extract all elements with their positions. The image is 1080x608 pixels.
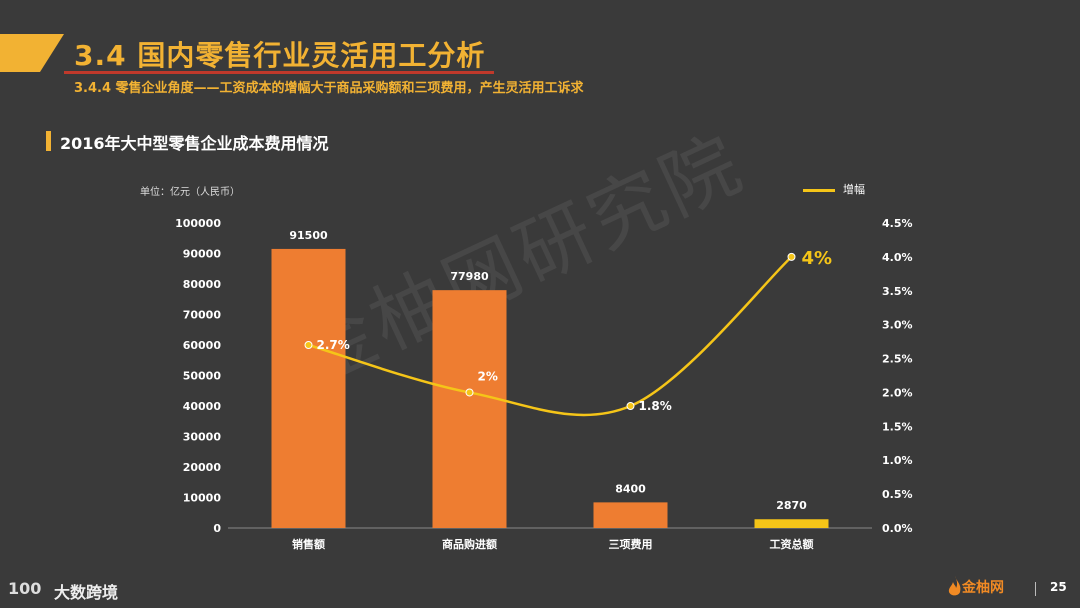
y-right-tick-label: 4.5% — [882, 217, 913, 230]
y-left-tick-label: 70000 — [183, 309, 222, 322]
y-right-tick-label: 1.0% — [882, 454, 913, 467]
y-right-tick-label: 3.5% — [882, 285, 913, 298]
y-right-tick-label: 4.0% — [882, 251, 913, 264]
y-right-tick-label: 1.5% — [882, 420, 913, 433]
growth-line — [308, 255, 793, 417]
growth-data-label: 4% — [802, 248, 833, 269]
growth-data-label: 1.8% — [639, 399, 672, 413]
bar — [432, 290, 507, 528]
bar — [754, 519, 829, 528]
y-right-tick-label: 0.5% — [882, 488, 913, 501]
y-left-tick-label: 40000 — [183, 400, 222, 413]
bar-value-label: 91500 — [289, 229, 328, 242]
bar — [271, 248, 346, 529]
growth-point — [626, 402, 635, 410]
y-left-tick-label: 10000 — [183, 492, 222, 505]
brand-logo-right: 金柚网 — [948, 574, 1028, 604]
page-number: 25 — [1050, 580, 1067, 594]
growth-point — [787, 252, 796, 261]
y-left-tick-label: 90000 — [183, 248, 222, 261]
growth-data-label: 2% — [478, 369, 498, 383]
page-title: 3.4 国内零售行业灵活用工分析 — [74, 39, 486, 72]
x-tick-label: 工资总额 — [770, 537, 814, 551]
section-title: 2016年大中型零售企业成本费用情况 — [60, 134, 329, 153]
legend-label: 增幅 — [843, 183, 865, 196]
bar-value-label: 8400 — [615, 482, 646, 495]
y-left-tick-label: 0 — [213, 522, 221, 535]
y-right-tick-label: 2.5% — [882, 353, 913, 366]
brand-name-right: 金柚网 — [962, 580, 1004, 596]
x-tick-label: 商品购进额 — [442, 537, 497, 551]
growth-data-label: 2.7% — [317, 338, 350, 352]
brand-mark: 100 — [8, 579, 42, 598]
footer-separator — [1035, 582, 1036, 596]
y-left-tick-label: 30000 — [183, 431, 222, 444]
growth-point — [304, 341, 313, 349]
growth-point — [465, 388, 474, 397]
y-right-tick-label: 0.0% — [882, 522, 913, 535]
y-right-tick-label: 2.0% — [882, 386, 913, 399]
legend-line-swatch — [803, 189, 835, 192]
bar-value-label: 2870 — [776, 499, 807, 512]
flame-icon — [948, 576, 961, 596]
y-left-tick-label: 60000 — [183, 339, 222, 352]
page-subtitle: 3.4.4 零售企业角度——工资成本的增幅大于商品采购额和三项费用，产生灵活用工… — [74, 81, 584, 96]
x-tick-label: 三项费用 — [609, 537, 653, 551]
brand-logo-left: 100 大数跨境 — [8, 578, 148, 602]
y-right-tick-label: 3.0% — [882, 319, 913, 332]
brand-name-left: 大数跨境 — [54, 583, 119, 602]
y-left-tick-label: 20000 — [183, 461, 222, 474]
bar — [593, 502, 668, 528]
y-left-tick-label: 50000 — [183, 370, 222, 383]
section-marker — [46, 131, 51, 151]
title-banner-shape — [0, 34, 64, 72]
x-tick-label: 销售额 — [292, 537, 325, 551]
unit-label: 单位：亿元（人民币） — [140, 187, 240, 198]
y-left-tick-label: 100000 — [175, 217, 221, 230]
bar-value-label: 77980 — [450, 270, 489, 283]
title-underline — [64, 71, 494, 74]
y-left-tick-label: 80000 — [183, 278, 222, 291]
